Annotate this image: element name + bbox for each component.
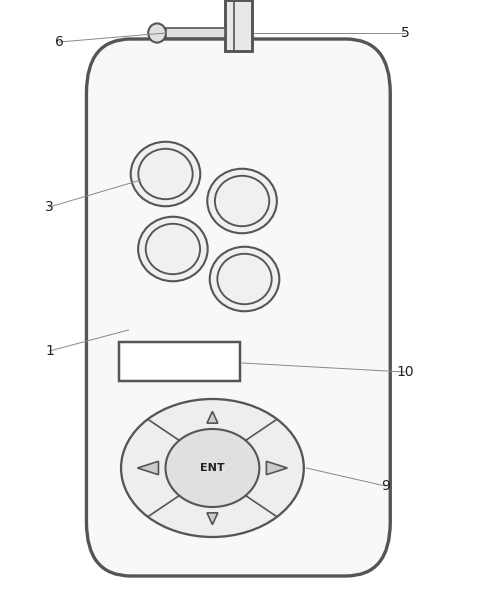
Text: 10: 10 xyxy=(396,365,414,379)
Bar xyxy=(166,28,225,38)
Text: 5: 5 xyxy=(401,26,410,40)
Ellipse shape xyxy=(138,149,193,199)
Ellipse shape xyxy=(146,224,200,274)
Text: 1: 1 xyxy=(45,344,54,358)
FancyBboxPatch shape xyxy=(86,39,390,576)
Text: 6: 6 xyxy=(55,35,64,49)
Ellipse shape xyxy=(121,399,304,537)
Ellipse shape xyxy=(138,217,207,281)
Text: ENT: ENT xyxy=(200,463,225,473)
Bar xyxy=(225,0,252,51)
Ellipse shape xyxy=(210,247,279,311)
Ellipse shape xyxy=(215,176,269,226)
Ellipse shape xyxy=(165,429,259,507)
Bar xyxy=(119,342,240,381)
Ellipse shape xyxy=(217,254,272,304)
Polygon shape xyxy=(207,412,218,423)
Ellipse shape xyxy=(207,169,277,233)
Polygon shape xyxy=(137,461,159,475)
Text: 3: 3 xyxy=(45,200,54,214)
Polygon shape xyxy=(207,513,218,524)
Polygon shape xyxy=(266,461,288,475)
Ellipse shape xyxy=(131,142,200,206)
Ellipse shape xyxy=(148,23,166,43)
Text: 9: 9 xyxy=(381,479,390,493)
